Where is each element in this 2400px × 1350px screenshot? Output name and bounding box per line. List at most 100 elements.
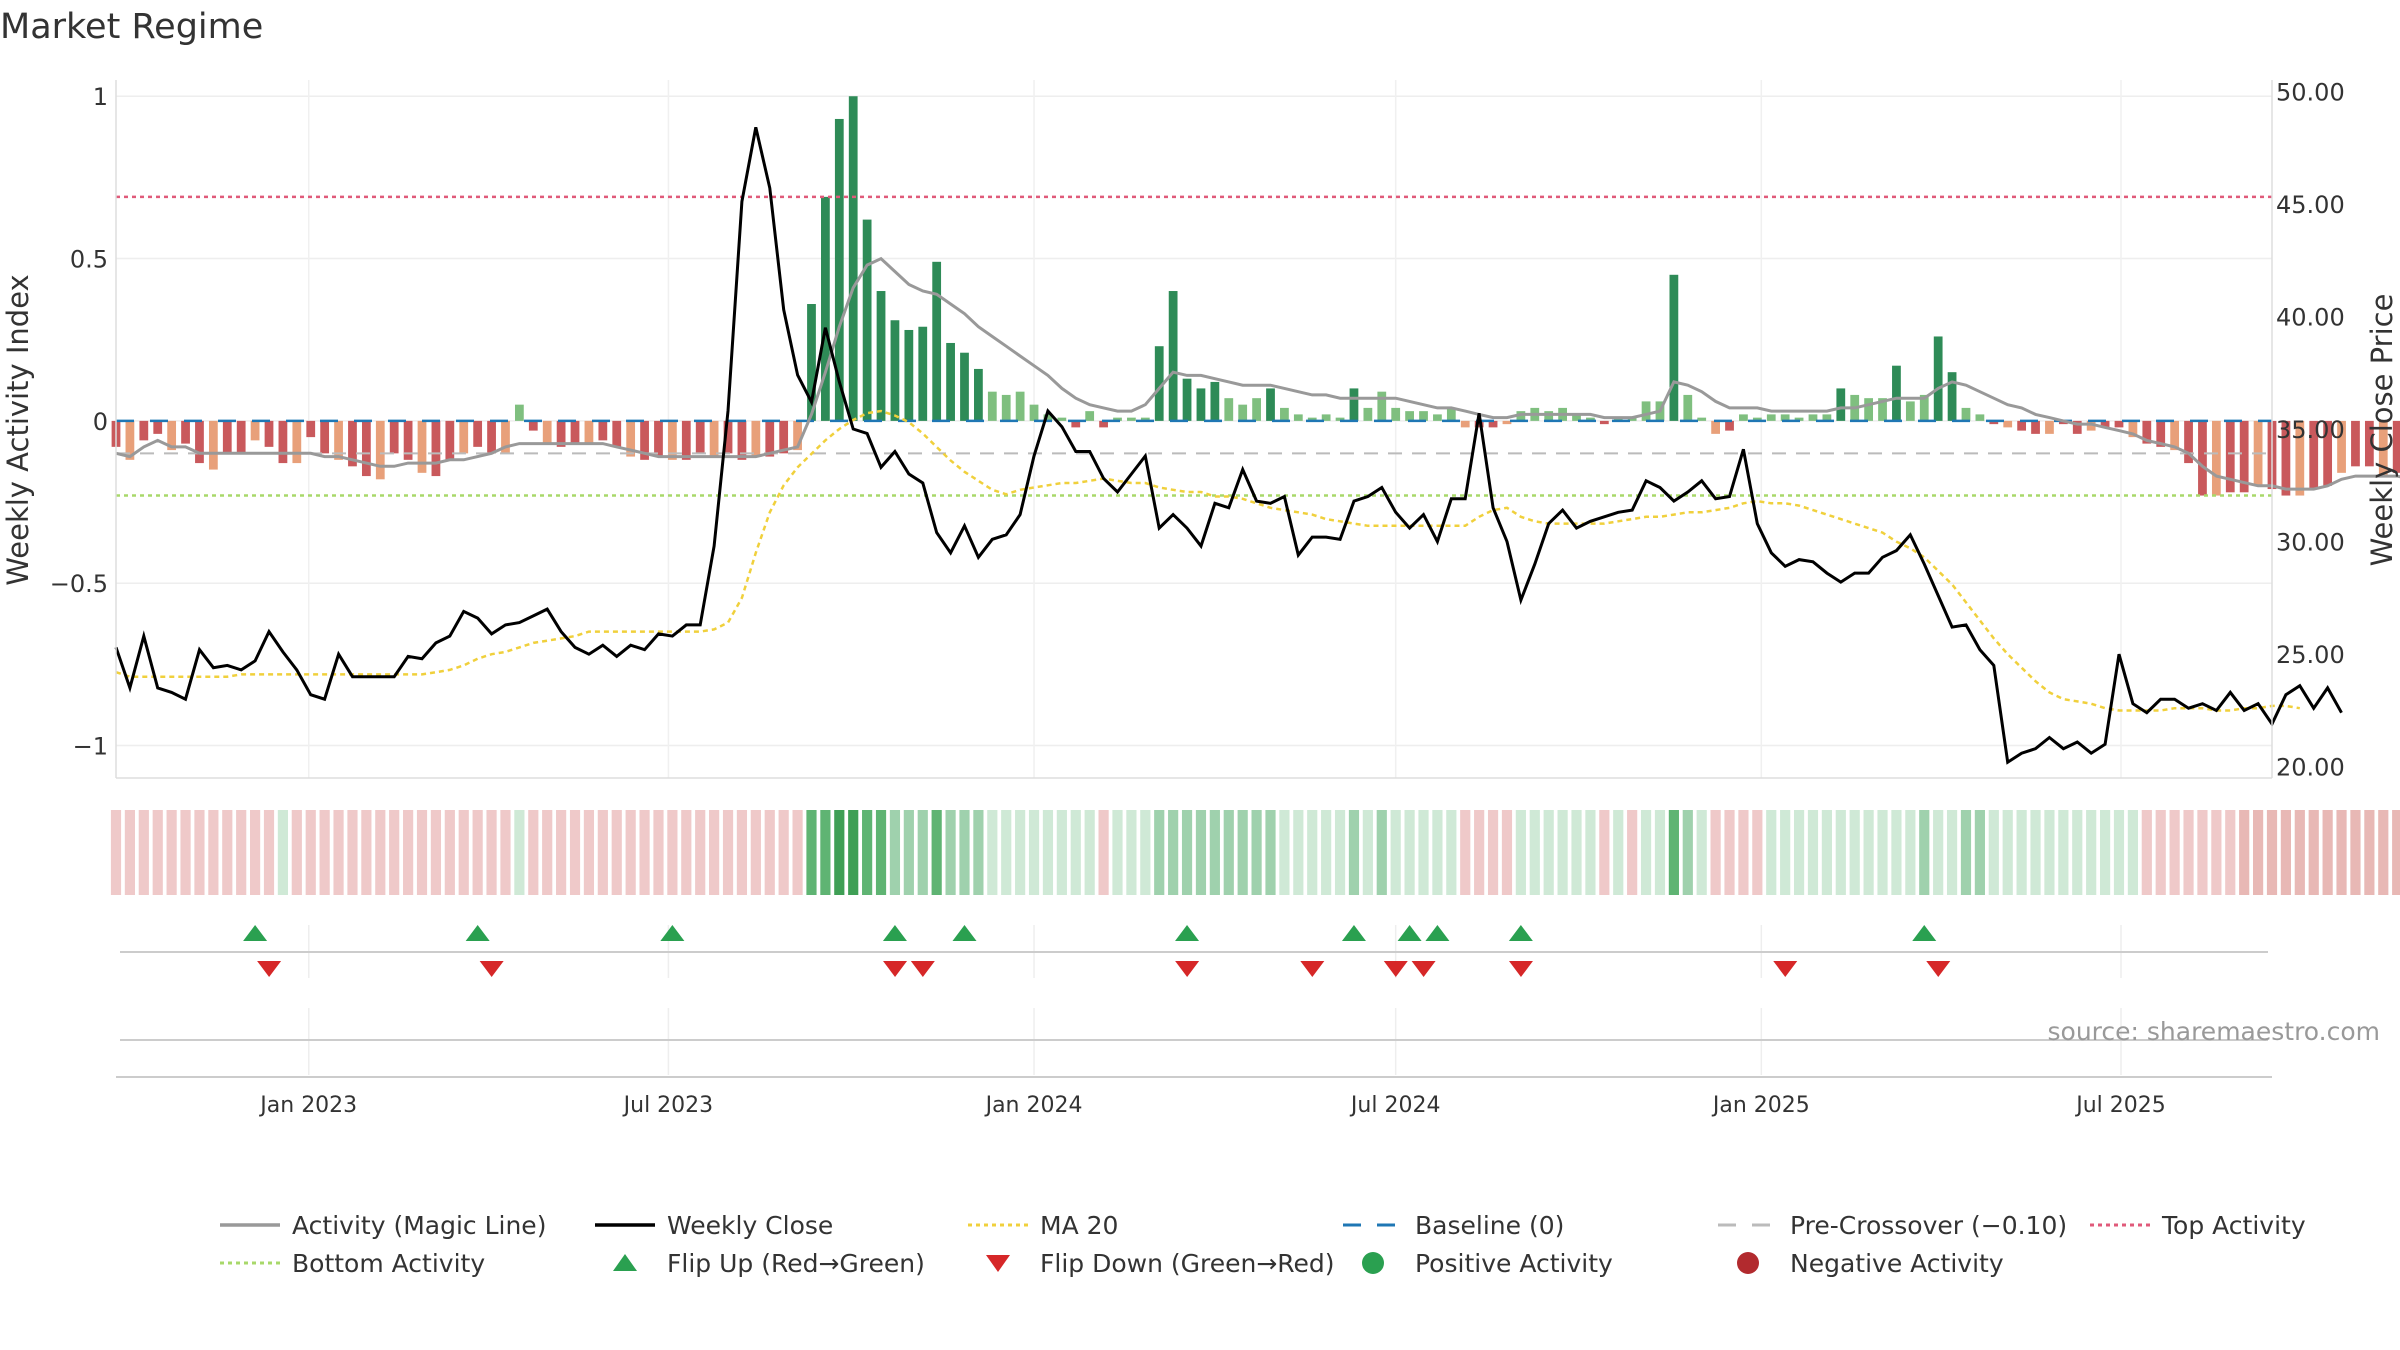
activity-bar bbox=[1113, 417, 1122, 421]
regime-cell bbox=[110, 810, 122, 895]
legend-swatch bbox=[613, 1254, 637, 1271]
regime-cell bbox=[305, 810, 316, 895]
regime-cell bbox=[333, 810, 344, 895]
activity-bar bbox=[918, 326, 928, 421]
activity-bar bbox=[1933, 336, 1943, 421]
y-right-tick-label: 35.00 bbox=[2276, 416, 2345, 444]
activity-bar bbox=[862, 219, 872, 421]
regime-cell bbox=[1863, 810, 1874, 895]
activity-bar bbox=[264, 420, 274, 447]
activity-bar bbox=[1878, 398, 1887, 421]
legend-swatch bbox=[1737, 1252, 1759, 1274]
activity-bar bbox=[1015, 391, 1025, 421]
regime-cell bbox=[2002, 810, 2013, 895]
activity-bar bbox=[2086, 420, 2096, 431]
activity-bar bbox=[236, 420, 246, 454]
regime-cell bbox=[472, 810, 483, 895]
activity-bar bbox=[1210, 381, 1220, 421]
legend-label: Negative Activity bbox=[1790, 1249, 2004, 1278]
regime-cell bbox=[2266, 810, 2278, 895]
activity-bar bbox=[2198, 420, 2207, 496]
activity-bars bbox=[111, 96, 2400, 496]
regime-cell bbox=[1849, 810, 1860, 895]
weekly-close-line bbox=[114, 126, 2343, 765]
regime-cell bbox=[1307, 810, 1318, 895]
legend-label: MA 20 bbox=[1040, 1211, 1118, 1240]
activity-bar bbox=[640, 420, 649, 460]
regime-cell bbox=[1321, 810, 1332, 895]
flip-down-marker bbox=[479, 961, 504, 977]
flip-up-marker bbox=[1175, 925, 1200, 941]
x-tick-label: Jul 2023 bbox=[622, 1093, 714, 1118]
regime-cell bbox=[917, 810, 928, 895]
activity-bar bbox=[598, 420, 608, 441]
regime-cell bbox=[2211, 810, 2222, 895]
activity-bar bbox=[2239, 420, 2249, 493]
activity-bar bbox=[1836, 388, 1846, 421]
activity-bar bbox=[1989, 420, 1999, 425]
activity-bar bbox=[1433, 414, 1442, 421]
regime-cell bbox=[542, 810, 553, 895]
regime-cell bbox=[1015, 810, 1026, 895]
flip-down-marker bbox=[1300, 961, 1325, 977]
activity-bar bbox=[1669, 274, 1679, 421]
series-lines bbox=[114, 126, 2400, 765]
legend-label: Top Activity bbox=[2161, 1211, 2306, 1240]
regime-cell bbox=[1251, 810, 1262, 895]
activity-bar bbox=[2100, 420, 2110, 428]
activity-bar bbox=[1822, 414, 1832, 421]
regime-cell bbox=[2322, 810, 2333, 895]
activity-bar bbox=[1766, 414, 1776, 421]
activity-bar bbox=[195, 420, 204, 464]
activity-bar bbox=[278, 420, 288, 464]
activity-bar bbox=[2211, 420, 2221, 496]
regime-cell bbox=[1265, 810, 1276, 895]
activity-bar bbox=[1321, 414, 1331, 421]
regime-cell bbox=[2086, 810, 2097, 895]
grid bbox=[116, 80, 2272, 1075]
activity-bar bbox=[1029, 404, 1039, 421]
legend-item: Bottom Activity bbox=[220, 1249, 485, 1278]
legend-item: Top Activity bbox=[2090, 1211, 2306, 1240]
activity-bar bbox=[1280, 407, 1289, 421]
legend-item: Baseline (0) bbox=[1343, 1211, 1564, 1240]
regime-cell bbox=[1168, 810, 1179, 895]
activity-bar bbox=[2142, 420, 2152, 444]
activity-bar bbox=[1377, 391, 1387, 421]
activity-bar bbox=[987, 391, 997, 421]
regime-cell bbox=[1056, 810, 1067, 895]
activity-bar bbox=[1599, 420, 1609, 425]
regime-cell bbox=[1446, 810, 1457, 895]
regime-cell bbox=[2016, 810, 2027, 895]
activity-bar bbox=[2128, 420, 2138, 438]
regime-cell bbox=[194, 810, 205, 895]
legend-label: Baseline (0) bbox=[1415, 1211, 1564, 1240]
activity-bar bbox=[375, 420, 385, 480]
legend: Activity (Magic Line) Weekly Close MA 20 Ba… bbox=[220, 1211, 2306, 1278]
regime-cell bbox=[1362, 810, 1373, 895]
regime-cell bbox=[2113, 810, 2125, 895]
flip-down-marker bbox=[1773, 961, 1798, 977]
activity-bar bbox=[2281, 420, 2291, 496]
y-left-tick-label: −0.5 bbox=[50, 570, 108, 598]
regime-cell bbox=[973, 810, 984, 895]
activity-bar bbox=[2364, 420, 2374, 467]
activity-bar bbox=[960, 352, 969, 421]
activity-bar bbox=[1307, 417, 1317, 421]
activity-bar bbox=[222, 420, 232, 454]
regime-cell bbox=[1487, 810, 1499, 895]
legend-label: Bottom Activity bbox=[292, 1249, 485, 1278]
activity-bar bbox=[1349, 388, 1359, 421]
activity-bar bbox=[487, 420, 496, 454]
legend-label: Activity (Magic Line) bbox=[292, 1211, 546, 1240]
legend-item: MA 20 bbox=[968, 1211, 1118, 1240]
regime-cell bbox=[1780, 810, 1791, 895]
regime-cell bbox=[2044, 810, 2055, 895]
activity-bar bbox=[737, 420, 747, 460]
regime-cell bbox=[1279, 810, 1290, 895]
regime-cell bbox=[1933, 810, 1944, 895]
regime-cell bbox=[1654, 810, 1666, 895]
regime-cell bbox=[1793, 810, 1805, 895]
regime-cell bbox=[1905, 810, 1916, 895]
activity-bar bbox=[570, 420, 580, 444]
